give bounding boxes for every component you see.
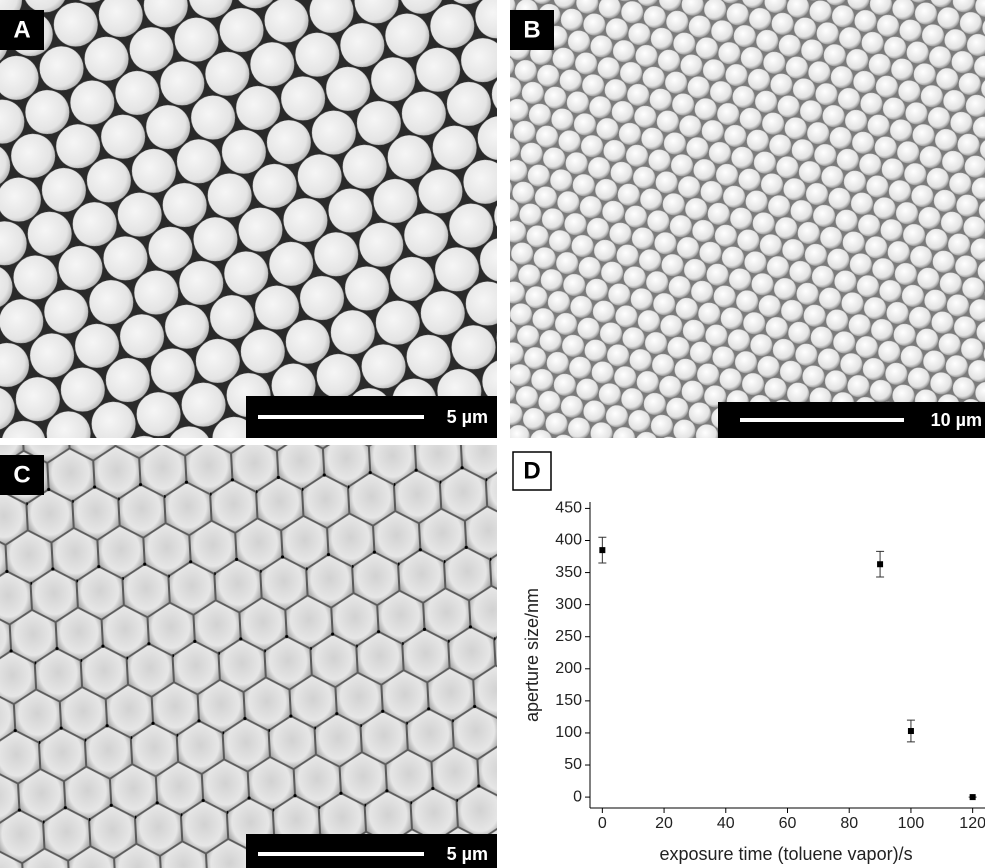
y-tick-label: 450 <box>555 500 582 517</box>
panel-a: A 5 µm <box>0 0 497 438</box>
panel-label: D <box>523 457 540 484</box>
x-tick-label: 100 <box>898 815 925 832</box>
panel-c: C 5 µm <box>0 445 497 868</box>
y-tick-label: 350 <box>555 564 582 581</box>
y-tick-label: 200 <box>555 660 582 677</box>
x-tick-label: 120 <box>959 815 985 832</box>
y-tick-label: 250 <box>555 628 582 645</box>
panel-label: B <box>523 16 540 43</box>
y-tick-label: 100 <box>555 724 582 741</box>
scale-text: 10 µm <box>931 410 982 430</box>
x-tick-label: 80 <box>840 815 858 832</box>
sem-image <box>0 0 497 438</box>
x-axis-title: exposure time (toluene vapor)/s <box>659 844 912 864</box>
sem-image <box>510 0 985 438</box>
sem-image <box>0 445 497 868</box>
data-point <box>970 794 976 800</box>
y-tick-label: 0 <box>573 788 582 805</box>
panel-label: A <box>13 16 30 43</box>
x-tick-label: 0 <box>598 815 607 832</box>
panel-b: B 10 µm <box>510 0 985 438</box>
x-tick-label: 60 <box>779 815 797 832</box>
figure: A 5 µm B 10 µm C 5 µm D exposure time (t… <box>0 0 985 868</box>
panel-label: C <box>13 461 30 488</box>
scale-text: 5 µm <box>447 407 488 427</box>
x-tick-label: 40 <box>717 815 735 832</box>
data-point <box>908 728 914 734</box>
x-tick-label: 20 <box>655 815 673 832</box>
y-tick-label: 150 <box>555 692 582 709</box>
data-point <box>877 561 883 567</box>
scale-text: 5 µm <box>447 844 488 864</box>
y-tick-label: 400 <box>555 532 582 549</box>
data-point <box>599 547 605 553</box>
y-tick-label: 300 <box>555 596 582 613</box>
y-tick-label: 50 <box>564 756 582 773</box>
y-axis-title: aperture size/nm <box>522 588 542 722</box>
